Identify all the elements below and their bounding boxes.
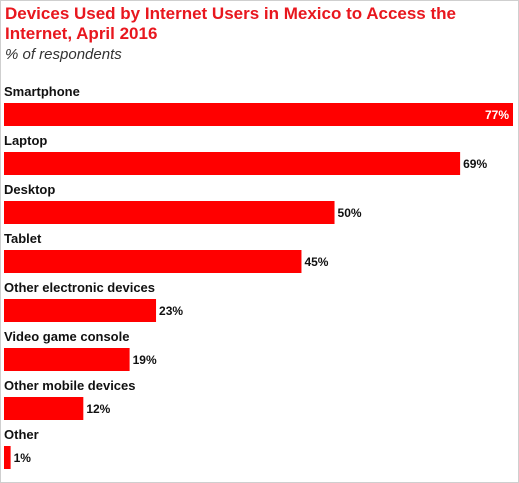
value-label-other-mobile-devices: 12% [86,402,110,416]
category-label-other-mobile-devices: Other mobile devices [4,378,136,393]
bar-laptop [4,152,461,175]
value-label-video-game-console: 19% [133,353,157,367]
value-label-desktop: 50% [338,206,362,220]
value-label-other-electronic-devices: 23% [159,304,183,318]
bar-desktop [4,201,335,224]
category-label-video-game-console: Video game console [4,329,129,344]
bar-video-game-console [4,348,130,371]
chart-subtitle: % of respondents [5,46,122,63]
value-label-smartphone: 77% [485,108,509,122]
bar-other-electronic-devices [4,299,157,322]
category-label-smartphone: Smartphone [4,84,80,99]
bar-other [4,446,11,469]
value-label-tablet: 45% [304,255,328,269]
category-label-tablet: Tablet [4,231,42,246]
category-label-other: Other [4,427,39,442]
bar-tablet [4,250,302,273]
category-label-laptop: Laptop [4,133,47,148]
bar-other-mobile-devices [4,397,84,420]
value-label-laptop: 69% [463,157,487,171]
bar-smartphone [4,103,513,126]
category-label-other-electronic-devices: Other electronic devices [4,280,155,295]
value-label-other: 1% [14,451,32,465]
chart-title: Devices Used by Internet Users in Mexico… [5,4,456,43]
category-label-desktop: Desktop [4,182,55,197]
